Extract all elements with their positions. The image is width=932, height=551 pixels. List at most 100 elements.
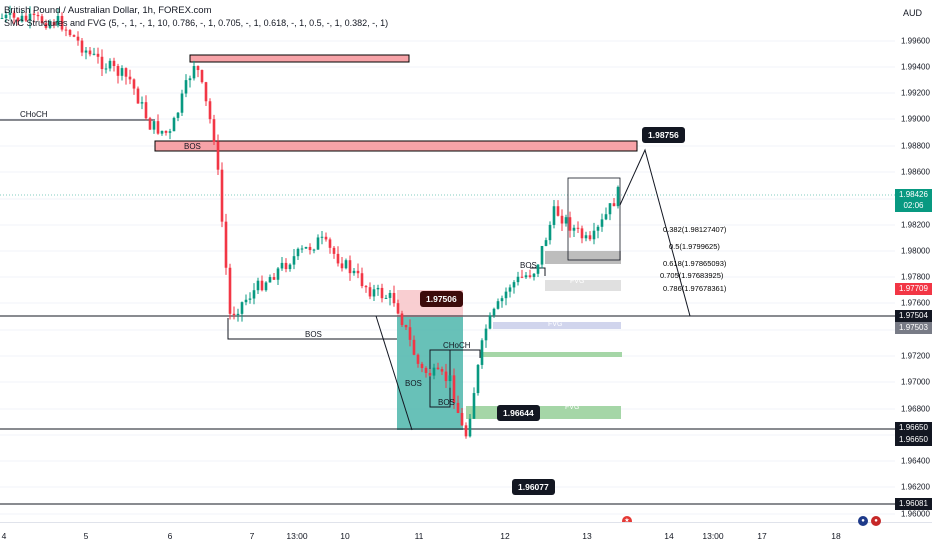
candle-body — [244, 299, 248, 303]
fvg-zone — [480, 352, 622, 357]
price-tick: 1.98200 — [901, 220, 930, 230]
candle-body — [516, 276, 520, 283]
callout-entry[interactable]: 1.97506 — [420, 291, 463, 307]
chart-plot-area[interactable]: British Pound / Australian Dollar, 1h, F… — [0, 0, 895, 522]
candle-body — [120, 68, 124, 76]
candle-body — [556, 206, 560, 216]
time-axis[interactable]: 4 5 6 7 13:00 10 11 12 13 14 13:00 17 18… — [0, 516, 932, 551]
candle-body — [172, 117, 176, 132]
candle-body — [180, 93, 184, 113]
candle-body — [264, 282, 268, 291]
candle-body — [0, 17, 4, 19]
candle-body — [36, 14, 40, 17]
candle-body — [612, 203, 616, 207]
candle-body — [512, 282, 516, 288]
candle-body — [280, 262, 284, 269]
candle-body — [448, 375, 452, 382]
indicator-legend[interactable]: SMC Structures and FVG (5, -, 1, -, 1, 1… — [4, 18, 389, 28]
candle-body — [300, 248, 304, 250]
candle-body — [140, 102, 144, 104]
candle-body — [252, 290, 256, 299]
projection-line — [375, 315, 413, 431]
candle-body — [596, 226, 600, 231]
price-tick: 1.99400 — [901, 62, 930, 72]
candle-body — [408, 327, 412, 340]
time-tick: 17 — [757, 531, 767, 541]
supply-zone-bos — [154, 140, 638, 152]
candle-body — [420, 363, 424, 368]
candle-body — [436, 367, 440, 370]
bos-label-top: BOS — [184, 142, 201, 151]
candle-body — [184, 80, 188, 94]
price-tick: 1.97600 — [901, 298, 930, 308]
candle-body — [176, 112, 180, 118]
candle-body — [216, 141, 220, 170]
candle-body — [484, 328, 488, 341]
candle-body — [552, 206, 556, 225]
price-tick: 1.97200 — [901, 351, 930, 361]
candle-body — [288, 264, 292, 270]
candle-body — [76, 36, 80, 41]
candle-body — [224, 221, 228, 268]
flag-icon[interactable]: ● — [858, 516, 868, 526]
candle-body — [92, 53, 96, 55]
candle-body — [320, 236, 324, 238]
candle-body — [548, 224, 552, 241]
candle-body — [352, 270, 356, 274]
fib-level-0382: 0.382(1.98127407) — [663, 225, 727, 234]
candle-body — [188, 78, 192, 81]
candle-body — [168, 131, 172, 133]
candle-body — [576, 227, 580, 229]
candle-body — [588, 235, 592, 240]
candle-body — [256, 280, 260, 291]
candle-body — [344, 260, 348, 269]
event-flag-icon[interactable]: ★ — [622, 516, 632, 522]
candle-body — [260, 280, 264, 291]
bar-countdown: 02:06 — [895, 200, 932, 212]
candle-body — [368, 287, 372, 297]
price-axis[interactable]: 1.99600 1.99400 1.99200 1.99000 1.98800 … — [895, 0, 932, 522]
candle-body — [236, 313, 240, 316]
candle-body — [480, 340, 484, 365]
flag-icon[interactable]: ● — [871, 516, 881, 526]
candle-body — [400, 313, 404, 326]
price-badge: 1.97503 — [895, 322, 932, 334]
candle-body — [152, 121, 156, 130]
time-tick: 18 — [831, 531, 841, 541]
callout-target-high[interactable]: 1.98756 — [642, 127, 685, 143]
candle-body — [132, 79, 136, 89]
candle-body — [316, 237, 320, 250]
time-tick: 4 — [1, 531, 7, 541]
candle-body — [360, 273, 364, 287]
callout-low-2[interactable]: 1.96077 — [512, 479, 555, 495]
candle-body — [48, 21, 52, 28]
callout-low-1[interactable]: 1.96644 — [497, 405, 540, 421]
price-tick: 1.97800 — [901, 272, 930, 282]
bos-label-mid: BOS — [305, 330, 322, 339]
candle-body — [192, 66, 196, 79]
price-chart-svg[interactable] — [0, 0, 895, 522]
bos-label-small-1: BOS — [405, 379, 422, 388]
candle-body — [220, 169, 224, 222]
candle-body — [4, 14, 8, 18]
price-tick: 1.98000 — [901, 246, 930, 256]
time-tick: 11 — [414, 531, 424, 541]
candle-body — [164, 130, 168, 133]
candle-body — [284, 262, 288, 270]
time-tick: 5 — [83, 531, 89, 541]
candle-body — [60, 15, 64, 30]
choch-label-left: CHoCH — [20, 110, 48, 119]
candle-body — [336, 253, 340, 264]
candle-body — [200, 70, 204, 83]
candle-body — [112, 60, 116, 67]
candle-body — [524, 275, 528, 278]
candle-body — [616, 186, 620, 207]
candle-body — [472, 393, 476, 419]
fib-level-0786: 0.786(1.97678361) — [663, 284, 727, 293]
projection-line — [619, 148, 691, 317]
candle-body — [28, 13, 32, 21]
candle-body — [432, 367, 436, 376]
choch-label-mid: CHoCH — [443, 341, 471, 350]
price-tick: 1.96800 — [901, 404, 930, 414]
fvg-label-lower: FVG — [565, 404, 580, 411]
